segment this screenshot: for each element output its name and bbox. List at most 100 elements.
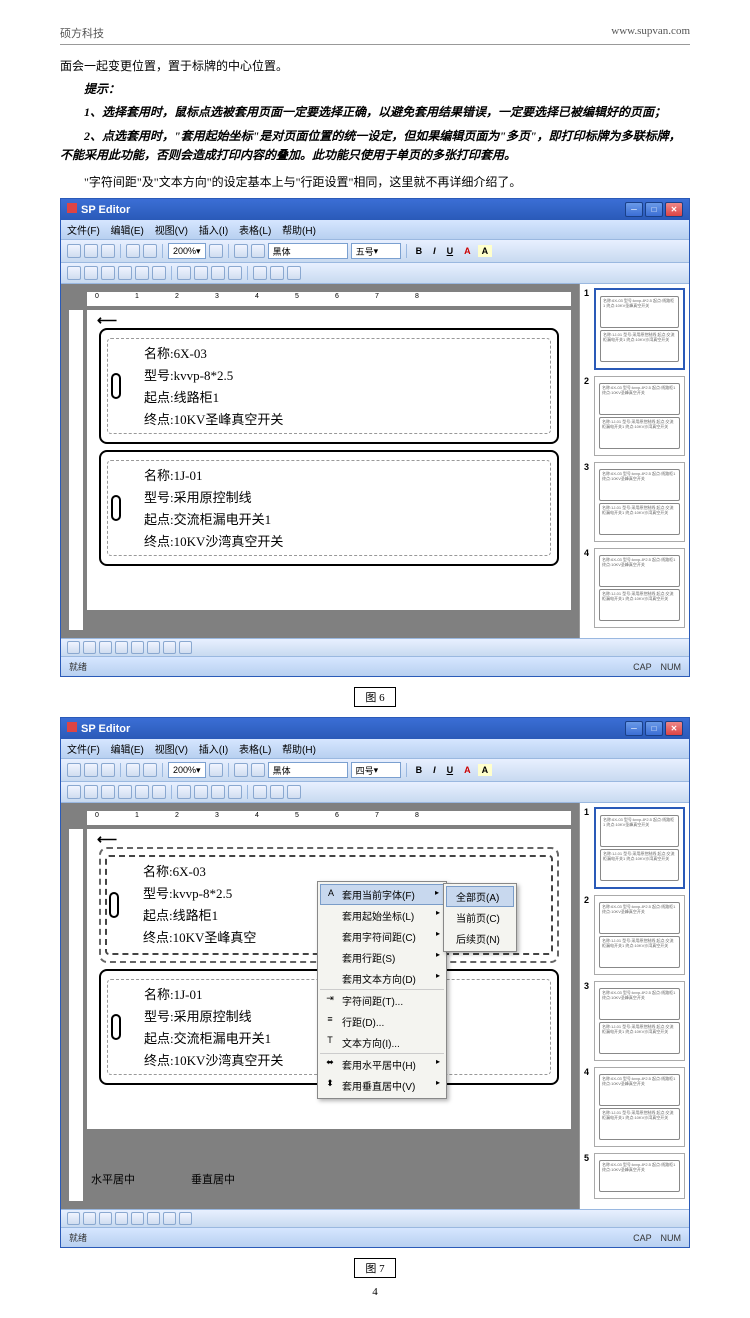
tool-icon[interactable]: [234, 244, 248, 258]
submenu-all-pages[interactable]: 全部页(A): [446, 886, 514, 907]
italic-button[interactable]: I: [429, 764, 440, 776]
shape-d-icon[interactable]: [228, 266, 242, 280]
menu-view[interactable]: 视图(V): [155, 226, 188, 237]
shape-g-icon[interactable]: [287, 785, 301, 799]
menu-apply-charspacing[interactable]: 套用字符间距(C)▸: [320, 926, 444, 947]
close-button[interactable]: ✕: [665, 721, 683, 736]
shape-b-icon[interactable]: [194, 266, 208, 280]
maximize-button[interactable]: □: [645, 202, 663, 217]
shape-circle-icon[interactable]: [135, 266, 149, 280]
menu-edit[interactable]: 编辑(E): [111, 745, 144, 756]
label-card-1[interactable]: 名称:6X-03 型号:kvvp-8*2.5 起点:线路柜1 终点:10KV圣峰…: [99, 328, 559, 444]
submenu-following-pages[interactable]: 后续页(N): [446, 928, 514, 949]
shape-g-icon[interactable]: [287, 266, 301, 280]
menu-linespacing[interactable]: ≡行距(D)...: [320, 1011, 444, 1032]
size-combo[interactable]: 五号 ▾: [351, 243, 401, 259]
shape-roundrect-icon[interactable]: [118, 785, 132, 799]
menu-file[interactable]: 文件(F): [67, 745, 100, 756]
shape-f-icon[interactable]: [270, 785, 284, 799]
bt7-icon[interactable]: [163, 1212, 176, 1225]
menu-insert[interactable]: 插入(I): [199, 745, 228, 756]
save-icon[interactable]: [101, 763, 115, 777]
tool2-icon[interactable]: [251, 763, 265, 777]
menu-help[interactable]: 帮助(H): [282, 226, 316, 237]
minimize-button[interactable]: ─: [625, 202, 643, 217]
label-card-2[interactable]: 名称:1J-01 型号:采用原控制线 起点:交流柜漏电开关1 终点:10KV沙湾…: [99, 450, 559, 566]
thumbnail-4[interactable]: 名称:6X-03 型号:kvvp-8*2.5 起点:线路柜1 终点:10KV圣峰…: [594, 1067, 685, 1147]
shape-line-icon[interactable]: [152, 785, 166, 799]
shape-f-icon[interactable]: [270, 266, 284, 280]
shape-circle-icon[interactable]: [135, 785, 149, 799]
thumbnail-2[interactable]: 名称:6X-03 型号:kvvp-8*2.5 起点:线路柜1 终点:10KV圣峰…: [594, 895, 685, 975]
menu-apply-textdir[interactable]: 套用文本方向(D)▸: [320, 968, 444, 990]
print-icon[interactable]: [126, 763, 140, 777]
shape-arrow-icon[interactable]: [67, 785, 81, 799]
titlebar[interactable]: SP Editor ─ □ ✕: [61, 718, 689, 739]
bt6-icon[interactable]: [147, 641, 160, 654]
shape-roundrect-icon[interactable]: [118, 266, 132, 280]
menu-apply-hcenter[interactable]: ⬌套用水平居中(H)▸: [320, 1054, 444, 1075]
bt8-icon[interactable]: [179, 641, 192, 654]
shape-e-icon[interactable]: [253, 785, 267, 799]
thumbnail-4[interactable]: 名称:6X-03 型号:kvvp-8*2.5 起点:线路柜1 终点:10KV圣峰…: [594, 548, 685, 628]
highlight-button[interactable]: A: [478, 764, 493, 776]
bt6-icon[interactable]: [147, 1212, 160, 1225]
font-color-button[interactable]: A: [460, 764, 475, 776]
canvas-area[interactable]: 012345678 ⟵ 名称:6X-03 型号:kvvp-8*2.5 起点:线路…: [61, 803, 579, 1209]
shape-arrow-icon[interactable]: [67, 266, 81, 280]
underline-button[interactable]: U: [443, 764, 458, 776]
shape-text-icon[interactable]: [84, 266, 98, 280]
shape-c-icon[interactable]: [211, 785, 225, 799]
shape-rect-icon[interactable]: [101, 266, 115, 280]
zoom-icon[interactable]: [209, 763, 223, 777]
canvas[interactable]: ⟵ 名称:6X-03 型号:kvvp-8*2.5 起点:线路柜1 终点:10KV…: [87, 310, 571, 610]
bt5-icon[interactable]: [131, 1212, 144, 1225]
bold-button[interactable]: B: [412, 764, 427, 776]
bt4-icon[interactable]: [115, 1212, 128, 1225]
bt1-icon[interactable]: [67, 641, 80, 654]
context-menu[interactable]: A套用当前字体(F)▸ 全部页(A) 当前页(C) 后续页(N) 套用起始坐标(…: [317, 881, 447, 1099]
bt2-icon[interactable]: [83, 1212, 96, 1225]
preview-icon[interactable]: [143, 244, 157, 258]
menu-help[interactable]: 帮助(H): [282, 745, 316, 756]
menu-file[interactable]: 文件(F): [67, 226, 100, 237]
submenu-current-page[interactable]: 当前页(C): [446, 907, 514, 928]
thumbnail-panel[interactable]: 1 名称:6X-03 型号:kvvp-8*2.5 起点:线路柜1 终点:10KV…: [579, 284, 689, 638]
shape-rect-icon[interactable]: [101, 785, 115, 799]
open-icon[interactable]: [84, 244, 98, 258]
thumbnail-1[interactable]: 名称:6X-03 型号:kvvp-8*2.5 起点:线路柜1 终点:10KV圣峰…: [594, 807, 685, 889]
menu-edit[interactable]: 编辑(E): [111, 226, 144, 237]
bt7-icon[interactable]: [163, 641, 176, 654]
size-combo[interactable]: 四号 ▾: [351, 762, 401, 778]
bt4-icon[interactable]: [115, 641, 128, 654]
titlebar[interactable]: SP Editor ─ □ ✕: [61, 199, 689, 220]
menu-view[interactable]: 视图(V): [155, 745, 188, 756]
new-icon[interactable]: [67, 763, 81, 777]
highlight-button[interactable]: A: [478, 245, 493, 257]
shape-c-icon[interactable]: [211, 266, 225, 280]
bt2-icon[interactable]: [83, 641, 96, 654]
shape-a-icon[interactable]: [177, 785, 191, 799]
thumbnail-5[interactable]: 名称:6X-03 型号:kvvp-8*2.5 起点:线路柜1 终点:10KV圣峰…: [594, 1153, 685, 1199]
font-combo[interactable]: 黑体: [268, 243, 348, 259]
save-icon[interactable]: [101, 244, 115, 258]
zoom-combo[interactable]: 200% ▾: [168, 762, 206, 778]
menu-apply-vcenter[interactable]: ⬍套用垂直居中(V)▸: [320, 1075, 444, 1096]
bt1-icon[interactable]: [67, 1212, 80, 1225]
bt8-icon[interactable]: [179, 1212, 192, 1225]
open-icon[interactable]: [84, 763, 98, 777]
tool2-icon[interactable]: [251, 244, 265, 258]
italic-button[interactable]: I: [429, 245, 440, 257]
shape-b-icon[interactable]: [194, 785, 208, 799]
thumbnail-2[interactable]: 名称:6X-03 型号:kvvp-8*2.5 起点:线路柜1 终点:10KV圣峰…: [594, 376, 685, 456]
canvas-area[interactable]: 012345678 ⟵ 名称:6X-03 型号:kvvp-8*2.5 起点:线路…: [61, 284, 579, 638]
bt3-icon[interactable]: [99, 641, 112, 654]
underline-button[interactable]: U: [443, 245, 458, 257]
shape-line-icon[interactable]: [152, 266, 166, 280]
menu-apply-font[interactable]: A套用当前字体(F)▸ 全部页(A) 当前页(C) 后续页(N): [320, 884, 444, 905]
canvas[interactable]: ⟵ 名称:6X-03 型号:kvvp-8*2.5 起点:线路柜1 终点:10KV…: [87, 829, 571, 1129]
menu-table[interactable]: 表格(L): [239, 745, 271, 756]
menu-apply-origin[interactable]: 套用起始坐标(L)▸: [320, 905, 444, 926]
new-icon[interactable]: [67, 244, 81, 258]
menu-charspacing[interactable]: ⇥字符间距(T)...: [320, 990, 444, 1011]
